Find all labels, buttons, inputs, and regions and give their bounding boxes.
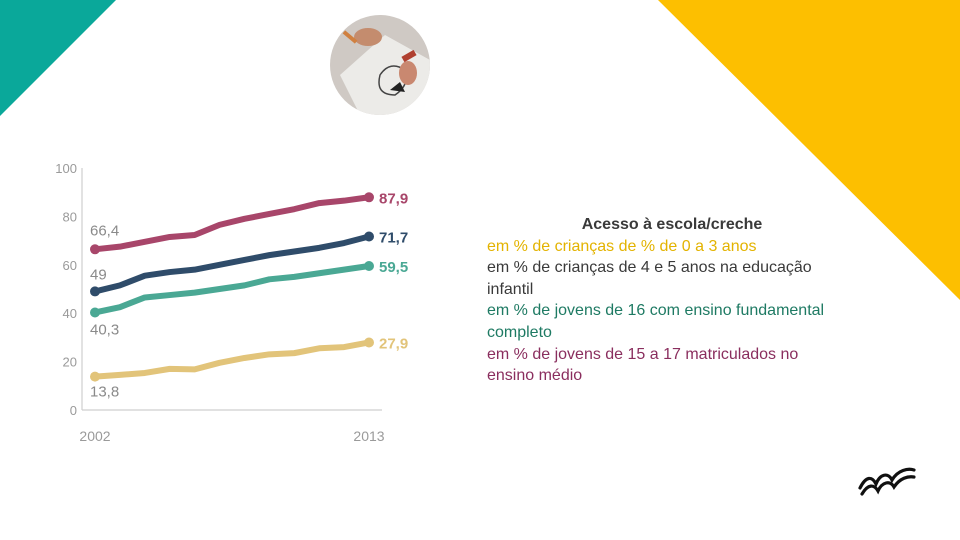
y-tick-label: 20 (63, 355, 77, 370)
y-tick-label: 100 (55, 161, 77, 176)
legend-item-15-17-medio: em % de jovens de 15 a 17 matriculados n… (487, 345, 799, 385)
legend-item-0-3-anos: em % de crianças de % de 0 a 3 anos (487, 237, 757, 255)
series-lines (90, 192, 374, 382)
x-tick-labels: 2002 2013 (79, 428, 384, 444)
series-start-label: 13,8 (90, 384, 119, 401)
legend-title: Acesso à escola/creche (581, 216, 763, 233)
y-tick-labels: 0 20 40 60 80 100 (55, 161, 77, 418)
chart-legend: Acesso à escola/creche em % de crianças … (487, 214, 847, 387)
series-start-point (90, 371, 100, 382)
x-tick-label: 2013 (353, 428, 384, 444)
chart-axes (81, 168, 382, 411)
series-line (92, 233, 372, 295)
series-end-point (364, 261, 374, 272)
series-end-point (364, 337, 374, 348)
y-tick-label: 0 (70, 403, 77, 418)
series-end-label: 27,9 (379, 335, 408, 352)
series-line (92, 339, 372, 380)
y-tick-label: 80 (63, 209, 77, 224)
x-tick-label: 2002 (79, 428, 110, 444)
children-drawing-photo (330, 15, 430, 115)
series-line (92, 263, 372, 316)
series-start-point (90, 307, 100, 318)
yellow-corner-triangle (658, 0, 960, 300)
y-tick-label: 40 (63, 306, 77, 321)
series-start-label: 66,4 (90, 222, 119, 239)
legend-item-4-5-anos: em % de crianças de 4 e 5 anos na educaç… (487, 259, 812, 298)
teal-corner-triangle (0, 0, 116, 116)
series-end-label: 59,5 (379, 259, 408, 276)
brand-logo-icon (858, 467, 916, 496)
series-start-label: 49 (90, 266, 107, 283)
series-end-point (364, 192, 374, 203)
series-start-label: 40,3 (90, 321, 119, 338)
y-tick-label: 60 (63, 258, 77, 273)
series-labels: 66,4 87,9 49 71,7 40,3 59,5 13,8 27,9 (90, 190, 408, 400)
series-end-point (364, 231, 374, 242)
legend-item-16-fundamental: em % de jovens de 16 com ensino fundamen… (487, 302, 825, 341)
series-start-point (90, 286, 100, 297)
series-line (92, 194, 372, 253)
series-start-point (90, 244, 100, 255)
series-end-label: 87,9 (379, 190, 408, 207)
series-end-label: 71,7 (379, 229, 408, 246)
